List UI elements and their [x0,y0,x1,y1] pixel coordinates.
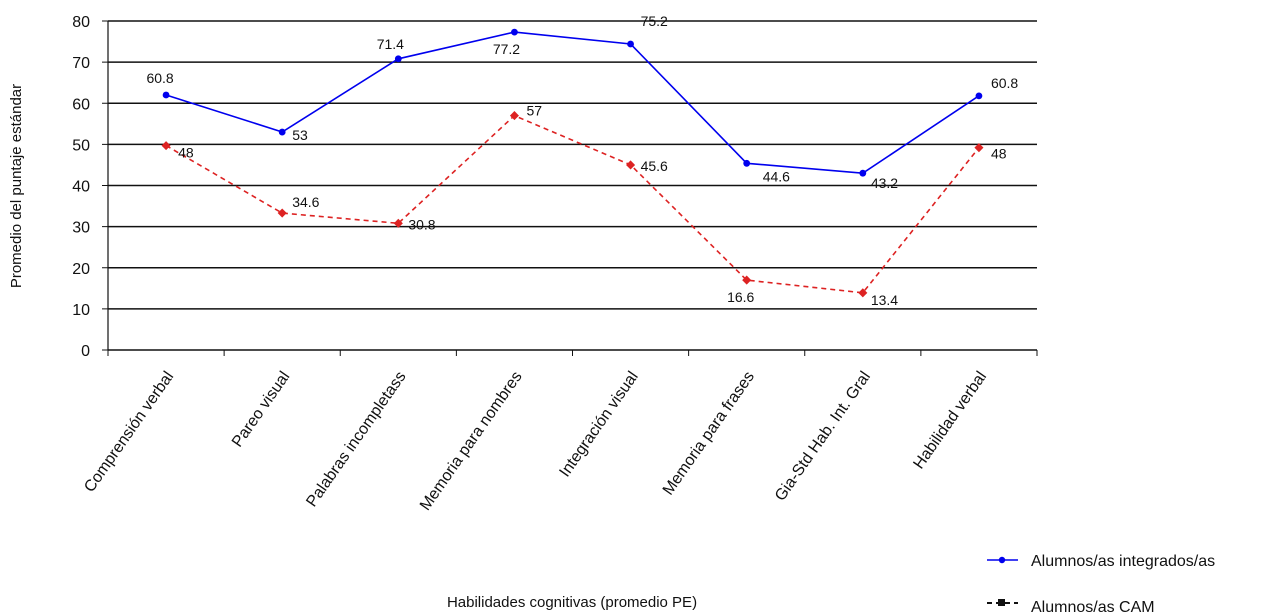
x-category-label: Habilidad verbal [910,369,990,473]
series-line-1 [165,31,980,175]
y-tick-label: 80 [72,14,90,31]
data-point [627,40,634,48]
legend-marker-circle-icon [998,556,1006,564]
x-category-label: Comprensión verbal [81,369,177,496]
data-point [277,208,287,218]
plot-area [161,28,984,298]
series-line-2 [165,114,980,294]
data-label: 48 [178,145,194,161]
data-label: 44.6 [763,168,790,184]
legend: Alumnos/as integrados/as Alumnos/as CAM [987,553,1215,614]
data-label: 43.2 [871,175,898,191]
data-label: 77.2 [493,41,520,57]
y-tick-label: 70 [72,55,90,72]
data-point [742,275,752,285]
data-point [859,169,867,177]
y-tick-label: 30 [72,220,90,237]
data-label: 71.4 [377,36,404,52]
data-point [858,288,868,298]
x-category-label: Palabras incompletass [303,369,409,511]
x-category-label: Memoria para frases [660,369,758,499]
x-category-label: Gia-Std Hab. Int. Gral [772,369,874,505]
legend-label-cam: Alumnos/as CAM [1031,599,1155,614]
y-tick-label: 0 [81,343,90,360]
data-label: 30.8 [408,216,435,232]
data-point [394,55,402,63]
data-label: 13.4 [871,292,898,308]
axes: 0 10 20 30 40 50 60 70 80 Comprensión verbal Pareo… [72,14,1038,514]
data-point [511,28,518,36]
y-axis-title: Promedio del puntaje estándar [8,84,25,288]
data-label: 60.8 [146,70,173,86]
legend-item-cam: Alumnos/as CAM [987,599,1155,614]
data-label: 34.6 [292,194,319,210]
data-point [161,141,171,151]
data-label: 48 [991,146,1007,162]
data-label: 53 [292,127,308,143]
data-label: 45.6 [641,158,668,174]
gridlines [108,20,1037,310]
legend-label-integrados: Alumnos/as integrados/as [1031,553,1215,570]
x-category-label: Integración visual [556,369,641,481]
data-labels: 60.8 53 71.4 77.2 75.2 44.6 43.2 60.8 48 34.6 30.8… [146,13,1018,308]
data-label: 60.8 [991,75,1018,91]
y-tick-label: 50 [72,137,90,154]
data-label: 57 [526,103,542,119]
data-point [509,111,519,121]
data-point [626,160,636,170]
data-point [975,92,983,100]
y-tick-label: 20 [72,261,90,278]
data-label: 75.2 [641,13,668,29]
x-axis-title: Habilidades cognitivas (promedio PE) [447,594,697,611]
data-point [162,91,170,99]
data-point [278,128,286,136]
legend-item-integrados: Alumnos/as integrados/as [987,553,1215,570]
data-point [743,159,751,167]
legend-marker-square-icon [998,599,1005,606]
x-category-label: Memoria para nombres [417,369,526,514]
y-tick-label: 60 [72,96,90,113]
y-tick-label: 10 [72,302,90,319]
data-label: 16.6 [727,289,754,305]
y-tick-label: 40 [72,179,90,196]
x-category-label: Pareo visual [229,369,293,451]
